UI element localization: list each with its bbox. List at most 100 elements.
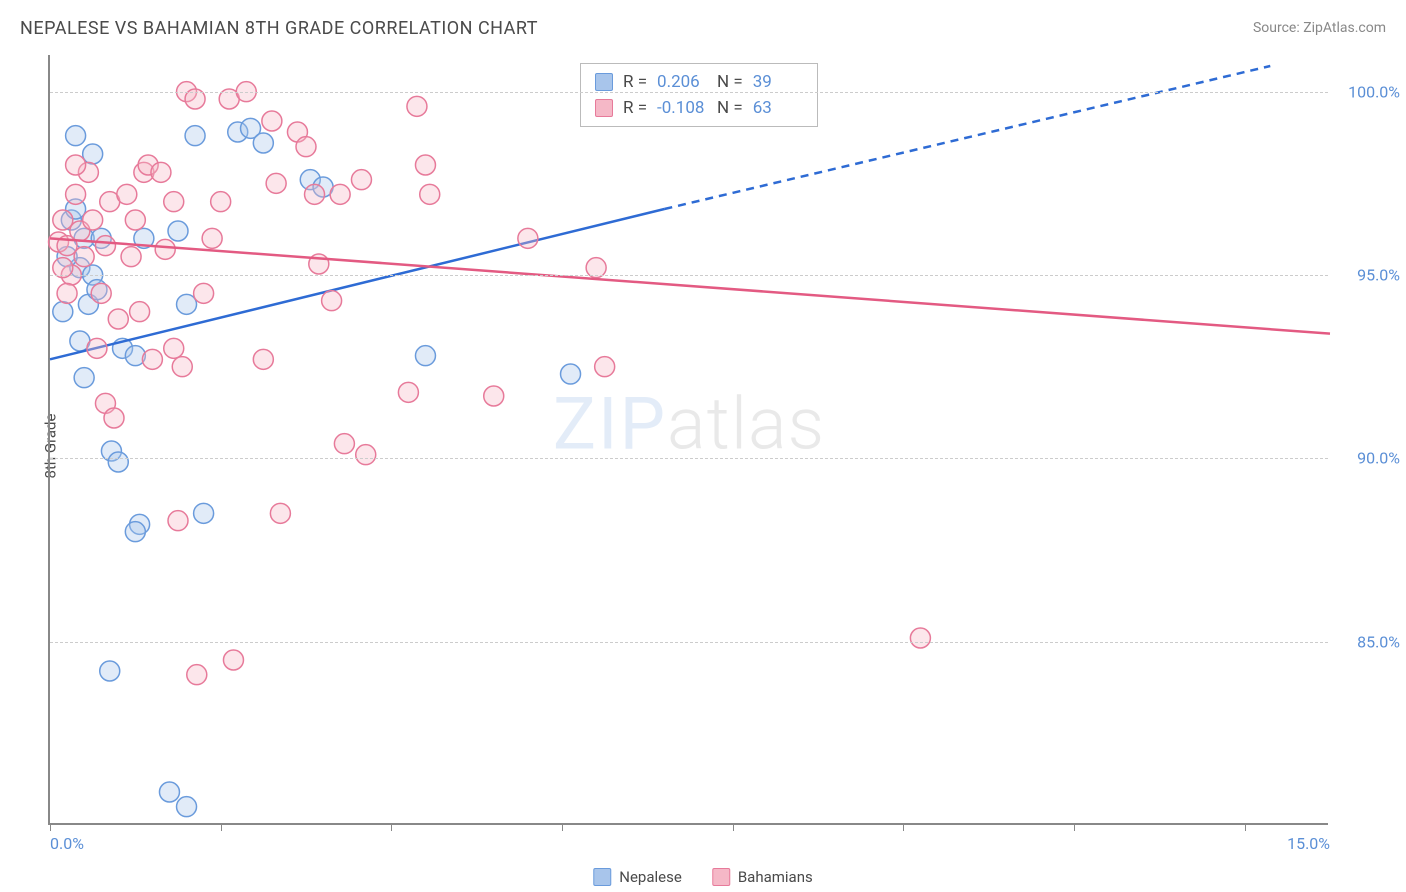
data-point [177, 294, 197, 314]
trend-line-solid [50, 238, 1330, 333]
data-point [202, 228, 222, 248]
gridline-h [50, 642, 1328, 643]
data-point [91, 283, 111, 303]
x-tick [903, 823, 904, 831]
legend-item: Nepalese [593, 868, 682, 886]
stat-r-value: 0.206 [657, 72, 707, 92]
data-point [194, 283, 214, 303]
data-point [187, 665, 207, 685]
data-point [74, 247, 94, 267]
stat-row: R = 0.206 N = 39 [595, 72, 803, 92]
data-point [518, 228, 538, 248]
data-point [164, 192, 184, 212]
data-point [168, 221, 188, 241]
legend-swatch [712, 868, 730, 886]
data-point [223, 650, 243, 670]
y-tick-label: 85.0% [1357, 632, 1400, 651]
data-point [151, 162, 171, 182]
data-point [142, 349, 162, 369]
data-point [305, 184, 325, 204]
stat-n-label: N = [717, 98, 743, 118]
data-point [398, 382, 418, 402]
data-point [74, 368, 94, 388]
chart-container: NEPALESE VS BAHAMIAN 8TH GRADE CORRELATI… [0, 0, 1406, 892]
data-point [322, 291, 342, 311]
data-point [66, 126, 86, 146]
x-tick [733, 823, 734, 831]
stat-swatch [595, 99, 613, 117]
plot-svg [50, 55, 1328, 823]
stat-box: R = 0.206 N = 39 R =-0.108N =63 [580, 63, 818, 127]
data-point [185, 126, 205, 146]
stat-r-label: R = [623, 98, 647, 118]
data-point [415, 155, 435, 175]
data-point [484, 386, 504, 406]
data-point [172, 357, 192, 377]
stat-r-label: R = [623, 72, 647, 92]
data-point [121, 247, 141, 267]
data-point [100, 661, 120, 681]
data-point [595, 357, 615, 377]
data-point [164, 338, 184, 358]
data-point [168, 511, 188, 531]
data-point [351, 170, 371, 190]
data-point [130, 302, 150, 322]
data-point [83, 210, 103, 230]
data-point [211, 192, 231, 212]
data-point [420, 184, 440, 204]
data-point [53, 210, 73, 230]
y-tick-label: 90.0% [1357, 449, 1400, 468]
x-tick-label: 0.0% [50, 834, 84, 853]
data-point [108, 309, 128, 329]
chart-source: Source: ZipAtlas.com [1253, 20, 1386, 36]
data-point [194, 503, 214, 523]
x-tick [221, 823, 222, 831]
data-point [66, 155, 86, 175]
x-tick [562, 823, 563, 831]
data-point [83, 144, 103, 164]
data-point [561, 364, 581, 384]
x-tick [50, 823, 51, 831]
data-point [266, 173, 286, 193]
data-point [87, 338, 107, 358]
data-point [125, 210, 145, 230]
y-tick-label: 95.0% [1357, 266, 1400, 285]
legend-item: Bahamians [712, 868, 813, 886]
legend-label: Bahamians [738, 868, 813, 886]
data-point [356, 445, 376, 465]
stat-n-value: 39 [753, 72, 803, 92]
legend-label: Nepalese [619, 868, 682, 886]
data-point [57, 283, 77, 303]
y-tick-label: 100.0% [1348, 82, 1400, 101]
data-point [95, 236, 115, 256]
data-point [66, 184, 86, 204]
gridline-h [50, 92, 1328, 93]
data-point [104, 408, 124, 428]
gridline-h [50, 458, 1328, 459]
data-point [155, 239, 175, 259]
data-point [253, 349, 273, 369]
data-point [159, 782, 179, 802]
data-point [910, 628, 930, 648]
x-tick [1074, 823, 1075, 831]
gridline-h [50, 275, 1328, 276]
data-point [53, 302, 73, 322]
x-tick-label: 15.0% [1287, 834, 1330, 853]
stat-n-label: N = [717, 72, 743, 92]
data-point [270, 503, 290, 523]
x-tick [1245, 823, 1246, 831]
data-point [177, 797, 197, 817]
plot-area: ZIPatlas R =0.206N =39R =-0.108N =63 85.… [48, 55, 1328, 825]
data-point [125, 522, 145, 542]
data-point [334, 434, 354, 454]
data-point [330, 184, 350, 204]
data-point [407, 96, 427, 116]
stat-swatch [595, 73, 613, 91]
data-point [108, 452, 128, 472]
data-point [253, 133, 273, 153]
chart-title: NEPALESE VS BAHAMIAN 8TH GRADE CORRELATI… [20, 18, 538, 39]
data-point [117, 184, 137, 204]
stat-row: R =-0.108N =63 [595, 98, 803, 118]
data-point [262, 111, 282, 131]
data-point [415, 346, 435, 366]
